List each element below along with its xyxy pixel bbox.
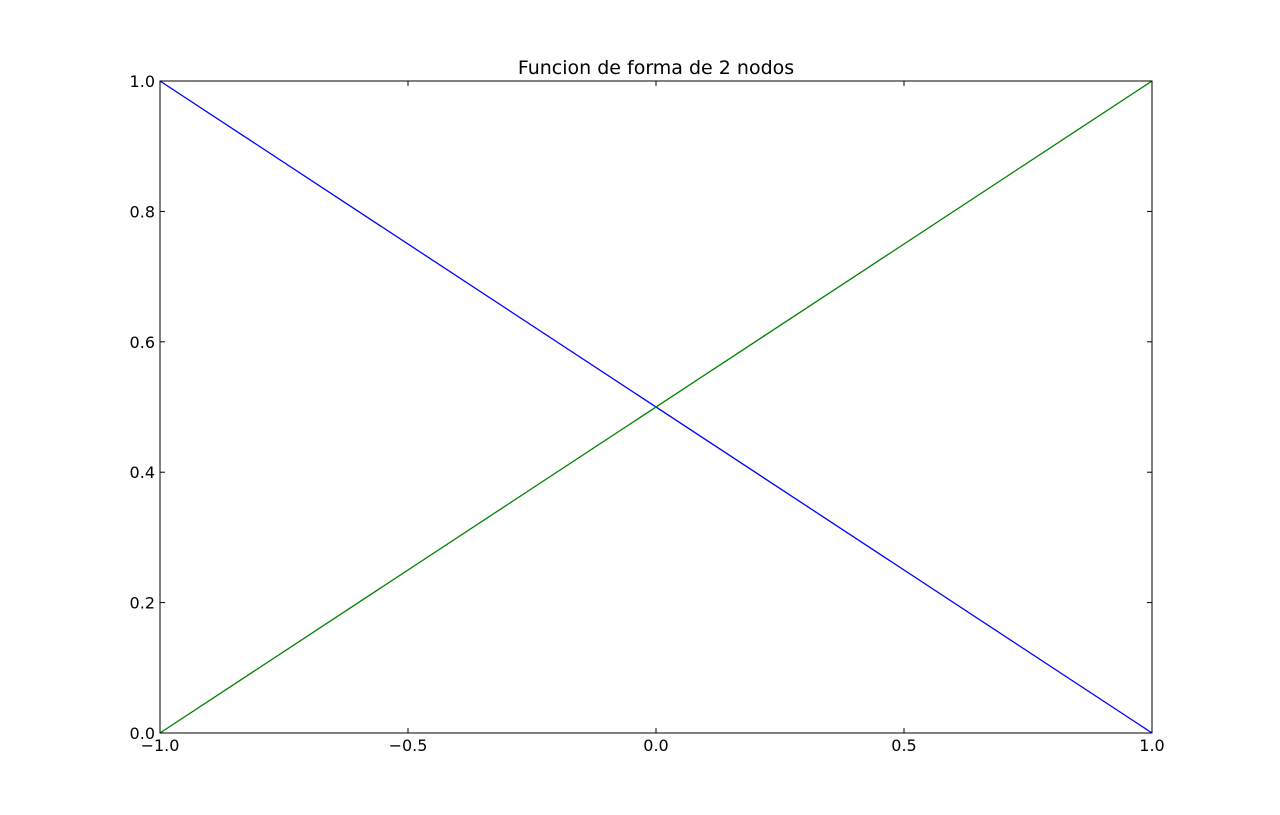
series-layer (159, 80, 1153, 734)
y-tick-label: 0.8 (130, 202, 155, 221)
series-line-2 (159, 80, 1153, 734)
chart-title: Funcion de forma de 2 nodos (518, 57, 794, 79)
x-tick-label: 1.0 (1139, 736, 1164, 755)
x-tick-label: −1.0 (141, 736, 180, 755)
y-tick-label: 1.0 (130, 72, 155, 91)
plot-frame (159, 80, 1153, 734)
y-tick-label: 0.4 (130, 463, 155, 482)
x-tick-label: 0.0 (643, 736, 668, 755)
y-tick-label: 0.2 (130, 594, 155, 613)
y-tick-label: 0.6 (130, 333, 155, 352)
y-tick-label: 0.0 (130, 724, 155, 743)
labels-layer: −1.0 −0.5 0.0 0.5 1.0 0.0 0.2 0.4 0.6 0.8 1.0 (130, 72, 1165, 755)
x-tick-label: 0.5 (891, 736, 916, 755)
x-tick-label: −0.5 (389, 736, 428, 755)
